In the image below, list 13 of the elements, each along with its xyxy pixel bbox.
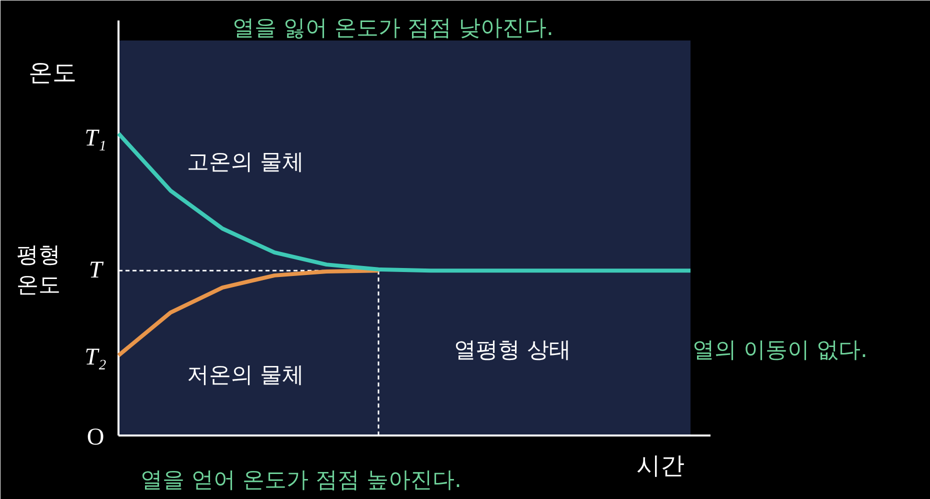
text: O	[86, 424, 104, 450]
annotation: 열평형 상태	[454, 338, 572, 363]
text: 열의 이동이 없다.	[692, 338, 868, 363]
text: T₁	[84, 126, 106, 152]
text: T₂	[84, 344, 106, 370]
annotation: 고온의 물체	[187, 150, 304, 175]
y-axis-title: 온도	[28, 58, 76, 86]
text: 열을 얻어 온도가 점점 높아진다.	[140, 468, 462, 493]
text: 평형 온도	[16, 243, 60, 298]
annotation: 저온의 물체	[187, 363, 304, 388]
text: 열을 잃어 온도가 점점 낮아진다.	[232, 16, 554, 41]
text: T	[88, 258, 104, 284]
x-axis-title: 시간	[636, 452, 684, 480]
